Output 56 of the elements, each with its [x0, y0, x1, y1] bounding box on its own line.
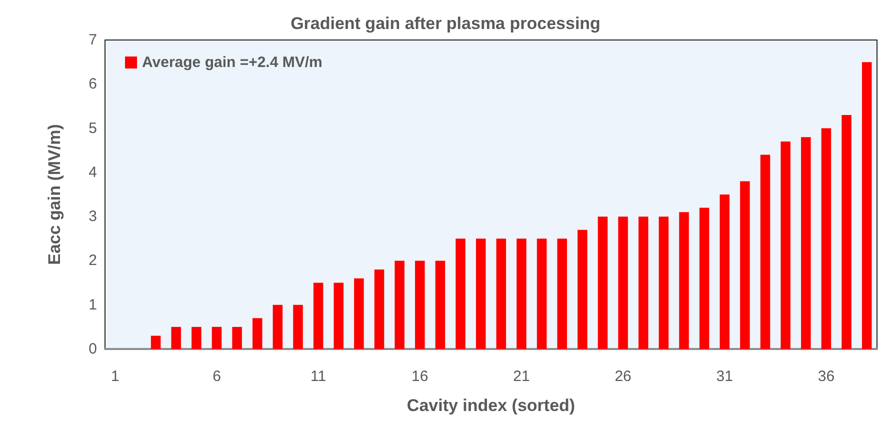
- bar: [374, 270, 384, 349]
- bar: [536, 238, 547, 349]
- x-tick-label: 21: [513, 368, 530, 385]
- bar: [252, 318, 262, 349]
- bar: [354, 278, 364, 349]
- y-tick-label: 5: [88, 120, 97, 137]
- bar: [192, 326, 202, 349]
- bar: [578, 230, 588, 349]
- y-tick-label: 0: [88, 340, 97, 358]
- bar: [456, 238, 466, 349]
- bar: [232, 326, 242, 349]
- bar: [313, 282, 324, 349]
- x-tick-label: 11: [310, 368, 326, 385]
- y-tick-label: 7: [88, 32, 97, 48]
- x-tick-label: 6: [212, 368, 221, 385]
- bar: [720, 194, 730, 349]
- bar: [638, 216, 648, 349]
- bar: [334, 282, 344, 349]
- bar: [557, 238, 567, 349]
- x-tick-label: 31: [716, 368, 733, 385]
- bar: [821, 128, 832, 349]
- legend-label: Average gain =+2.4 MV/m: [142, 54, 322, 71]
- y-tick-label: 3: [88, 208, 97, 226]
- bar: [658, 216, 669, 349]
- bar: [760, 154, 770, 349]
- bar: [618, 216, 628, 349]
- bar: [435, 260, 446, 349]
- x-axis-title: Cavity index (sorted): [406, 396, 576, 415]
- y-tick-label: 1: [88, 296, 97, 314]
- bar: [212, 326, 222, 349]
- bar: [496, 238, 506, 349]
- bar: [293, 304, 303, 349]
- bar: [862, 62, 872, 349]
- bar: [780, 142, 790, 349]
- bar: [801, 137, 811, 349]
- y-axis-title: Eacc gain (MV/m): [45, 124, 64, 265]
- bar: [516, 238, 526, 349]
- bar: [150, 336, 161, 349]
- bar: [171, 326, 181, 349]
- bar: [842, 115, 852, 349]
- bar: [699, 208, 710, 349]
- x-tick-label: 26: [614, 368, 632, 385]
- bar: [740, 181, 750, 349]
- x-tick-label: 36: [818, 368, 835, 385]
- y-tick-label: 2: [88, 252, 97, 270]
- bar: [476, 238, 486, 349]
- bar: [415, 260, 425, 349]
- bar: [394, 260, 404, 349]
- bar: [679, 212, 689, 349]
- x-tick-label: 1: [110, 368, 120, 385]
- y-tick-label: 6: [88, 76, 97, 93]
- chart-title: Gradient gain after plasma processing: [290, 14, 600, 33]
- bar: [598, 216, 608, 349]
- bar: [272, 304, 283, 349]
- y-tick-label: 4: [88, 164, 97, 181]
- x-tick-label: 16: [412, 368, 428, 385]
